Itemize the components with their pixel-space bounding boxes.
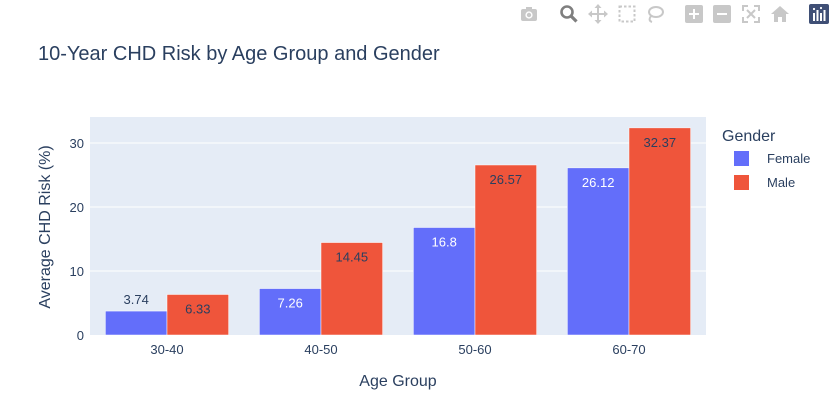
legend-swatch-male[interactable] <box>734 175 749 190</box>
x-tick-label: 50-60 <box>458 342 491 357</box>
bar-female[interactable] <box>105 310 168 336</box>
plot-area: 0 10 20 30 30-40 3.74 6.33 40-50 7.26 14.45 50-60 1… <box>70 117 706 357</box>
autoscale-icon[interactable] <box>741 4 761 24</box>
bar-male[interactable] <box>628 127 691 336</box>
legend-swatch-female[interactable] <box>734 151 749 166</box>
legend-label-male[interactable]: Male <box>767 175 795 190</box>
bar-male[interactable] <box>166 294 229 336</box>
bar-data-label: 26.12 <box>582 175 615 190</box>
legend[interactable]: Gender Female Male <box>722 128 810 190</box>
lasso-select-icon[interactable] <box>645 4 665 24</box>
bar-data-label: 26.57 <box>490 172 523 187</box>
bar-data-label: 16.8 <box>432 235 457 250</box>
box-select-icon[interactable] <box>617 4 637 24</box>
bar-male[interactable] <box>320 242 383 336</box>
y-tick-label: 10 <box>70 264 84 279</box>
bar-data-label: 3.74 <box>124 292 149 307</box>
legend-label-female[interactable]: Female <box>767 151 810 166</box>
bar-data-label: 32.37 <box>644 135 677 150</box>
zoom-out-icon[interactable] <box>712 4 732 24</box>
x-axis-title: Age Group <box>359 373 436 390</box>
x-tick-label: 40-50 <box>304 342 337 357</box>
reset-axes-icon[interactable] <box>770 4 790 24</box>
chart-title: 10-Year CHD Risk by Age Group and Gender <box>38 43 440 65</box>
bar-data-label: 7.26 <box>278 296 303 311</box>
camera-icon[interactable] <box>519 4 539 24</box>
x-tick-label: 30-40 <box>150 342 183 357</box>
y-tick-label: 20 <box>70 200 84 215</box>
legend-title: Gender <box>722 128 776 145</box>
y-tick-label: 0 <box>77 328 84 343</box>
bar-female[interactable] <box>567 167 630 336</box>
pan-icon[interactable] <box>588 4 608 24</box>
zoom-icon[interactable] <box>559 4 579 24</box>
modebar <box>516 4 832 26</box>
x-tick-label: 60-70 <box>612 342 645 357</box>
bar-female[interactable] <box>413 227 476 336</box>
bar-data-label: 14.45 <box>336 250 369 265</box>
zoom-in-icon[interactable] <box>684 4 704 24</box>
y-tick-label: 30 <box>70 136 84 151</box>
plotly-logo-icon[interactable] <box>809 4 829 24</box>
bar-data-label: 6.33 <box>185 301 210 316</box>
y-axis-title: Average CHD Risk (%) <box>37 145 54 308</box>
bar-male[interactable] <box>474 164 537 336</box>
